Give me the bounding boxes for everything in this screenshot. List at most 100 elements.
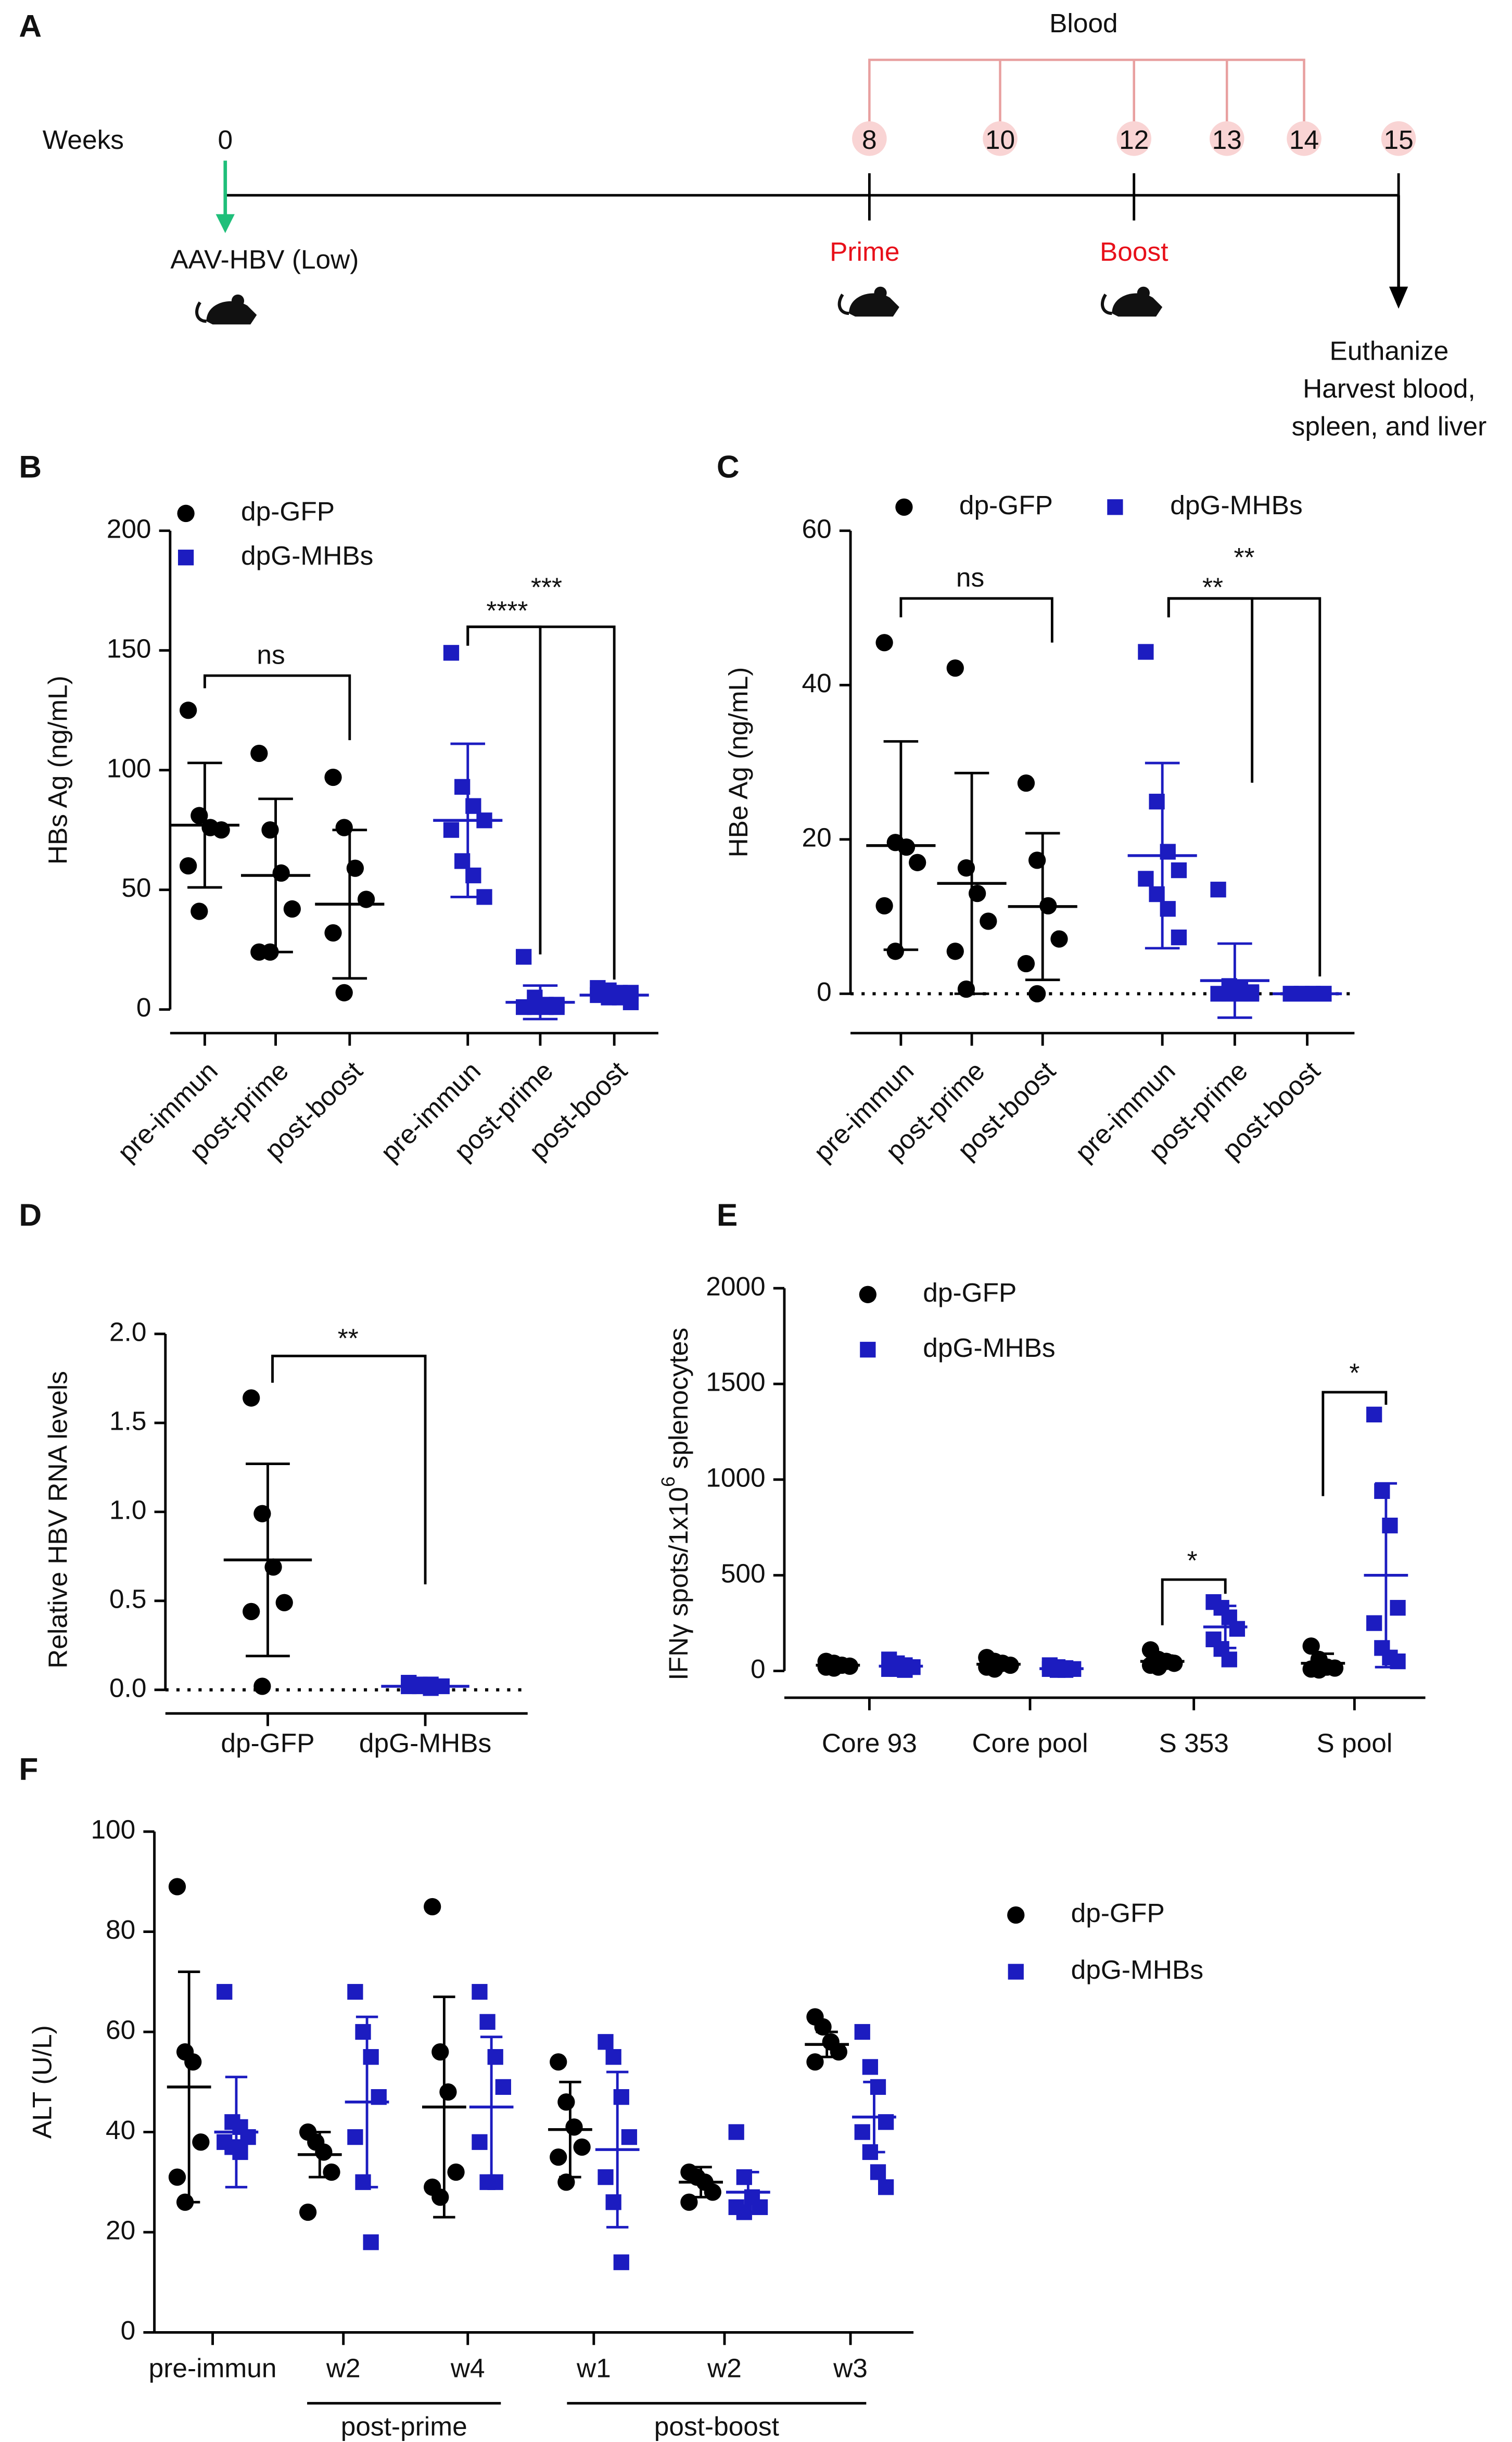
point — [1138, 871, 1154, 887]
blood-bracket — [868, 58, 1305, 123]
legend-label: dpG-MHBs — [1071, 1954, 1203, 1985]
legend-label: dpG-MHBs — [241, 540, 373, 570]
point — [424, 1898, 441, 1916]
significance-label: *** — [531, 571, 562, 602]
point — [264, 1558, 282, 1576]
prime-label: Prime — [830, 236, 899, 266]
week-marker — [1116, 121, 1152, 156]
point — [335, 819, 353, 836]
point — [550, 2053, 567, 2071]
point — [550, 2148, 567, 2166]
point — [1171, 862, 1187, 879]
week-label: 10 — [985, 124, 1015, 155]
y-tick-label: 100 — [91, 1814, 135, 1845]
point — [870, 2164, 886, 2180]
point — [1149, 886, 1165, 902]
point — [487, 2049, 503, 2065]
y-tick-label: 100 — [107, 753, 151, 783]
point — [454, 779, 471, 795]
mouse-icon — [837, 286, 899, 317]
x-tick-label: S pool — [1316, 1727, 1392, 1758]
point — [1160, 901, 1176, 917]
y-axis-title-part: 6 — [657, 1477, 679, 1487]
chart-d: D Relative HBV RNA levels 0.0 0.5 1.0 1.5 2.0 d… — [19, 1197, 528, 1758]
point — [598, 2034, 614, 2050]
point — [875, 634, 893, 652]
point — [875, 897, 893, 914]
point — [465, 798, 481, 814]
point — [439, 2083, 457, 2101]
point — [1160, 844, 1176, 860]
point — [479, 2014, 495, 2030]
point — [1390, 1653, 1406, 1670]
week-marker — [1287, 121, 1322, 156]
legend-marker — [895, 498, 913, 516]
boost-label: Boost — [1100, 236, 1168, 266]
y-tick-label: 200 — [107, 513, 151, 543]
point — [736, 2204, 752, 2220]
end-label: Euthanize — [1330, 335, 1449, 365]
y-axis-title: HBe Ag (ng/mL) — [723, 667, 753, 858]
point — [299, 2203, 317, 2221]
panel-label: F — [19, 1751, 38, 1787]
point — [573, 2138, 591, 2156]
mouse-icon — [195, 294, 257, 325]
x-tick-label: w2 — [707, 2353, 742, 2383]
point — [752, 2199, 768, 2215]
x-tick-label: pre-immun — [149, 2353, 277, 2383]
point — [355, 2174, 371, 2190]
x-tick-label: w2 — [326, 2353, 361, 2383]
point — [1366, 1615, 1382, 1631]
x-tick-label: w3 — [833, 2353, 868, 2383]
x-tick-label: dpG-MHBs — [359, 1727, 491, 1758]
y-axis-title: IFNγ spots/1x106 splenocytes — [657, 1328, 693, 1681]
point — [261, 943, 279, 961]
point — [598, 2169, 614, 2185]
point — [431, 2043, 449, 2061]
point — [168, 2168, 186, 2186]
significance-label: ns — [956, 562, 984, 592]
point — [1017, 955, 1035, 973]
y-tick-label: 0 — [817, 976, 832, 1007]
mouse-icon — [1100, 286, 1163, 317]
point — [180, 857, 197, 875]
point — [176, 2193, 194, 2211]
point — [423, 1680, 439, 1696]
legend-label: dp-GFP — [923, 1277, 1017, 1307]
y-axis-title: Relative HBV RNA levels — [43, 1371, 73, 1669]
point — [878, 2179, 894, 2195]
y-tick-label: 50 — [121, 872, 151, 902]
y-tick-label: 0.0 — [109, 1672, 147, 1702]
axis-label: Weeks — [43, 124, 124, 155]
week-label: 14 — [1289, 124, 1319, 155]
legend-label: dp-GFP — [1071, 1898, 1165, 1928]
y-tick-label: 0.5 — [109, 1583, 147, 1613]
end-label: spleen, and liver — [1292, 411, 1487, 441]
significance-label: ns — [257, 639, 285, 669]
y-tick-label: 60 — [106, 2015, 135, 2045]
point — [184, 2053, 202, 2071]
legend-marker — [177, 550, 194, 566]
point — [232, 2144, 248, 2160]
point — [830, 2043, 848, 2061]
point — [253, 1677, 271, 1695]
point — [476, 889, 492, 905]
group-label: post-boost — [654, 2411, 779, 2441]
point — [1149, 794, 1165, 810]
point — [613, 2254, 629, 2270]
x-tick-label: Core pool — [972, 1727, 1088, 1758]
y-axis-title-part: IFNγ spots/1x10 — [663, 1487, 693, 1681]
y-tick-label: 2.0 — [109, 1317, 147, 1347]
point — [980, 912, 997, 930]
point — [363, 2234, 379, 2250]
significance-bracket — [1322, 1391, 1388, 1496]
point — [315, 2143, 333, 2161]
point — [909, 854, 926, 871]
panel-label: C — [717, 449, 740, 485]
week-label: 12 — [1119, 124, 1149, 155]
significance-bracket — [271, 1354, 427, 1585]
point — [472, 2134, 488, 2150]
week-marker — [1381, 121, 1416, 156]
